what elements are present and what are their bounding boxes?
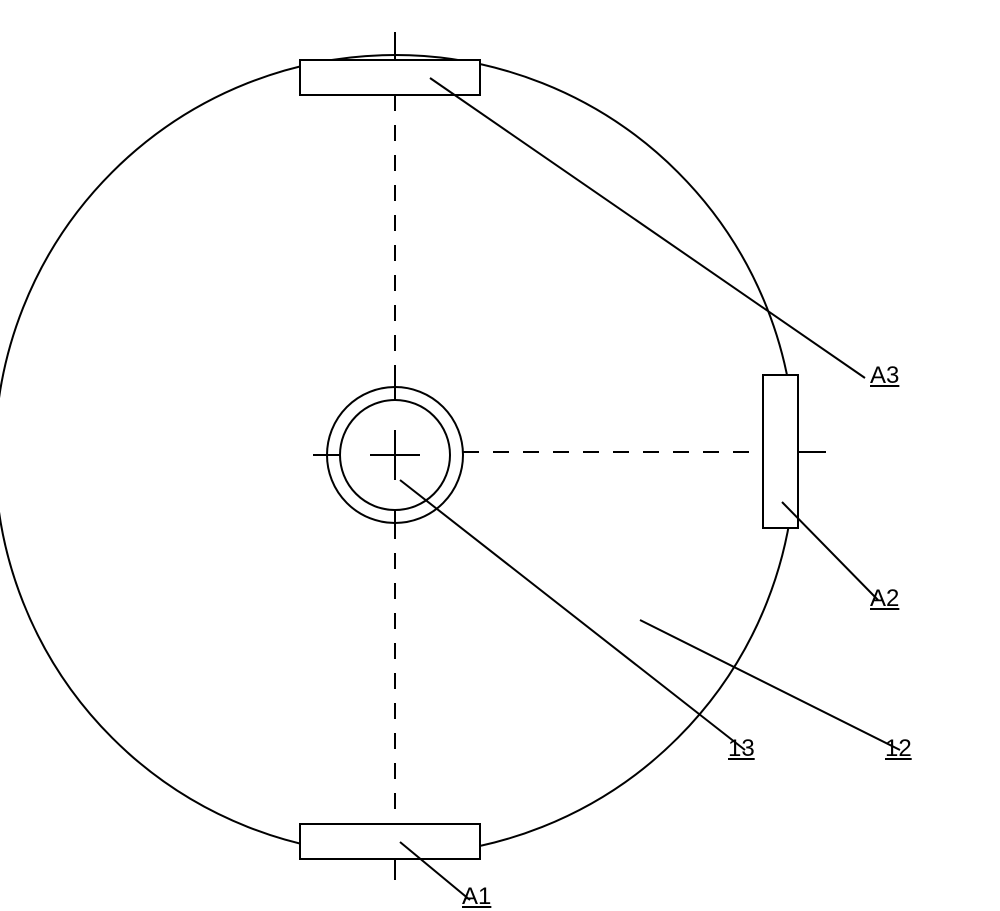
slot-a2 [763,375,798,528]
label-a2: A2 [870,585,899,613]
slot-a1 [300,824,480,859]
label-a3: A3 [870,362,899,390]
leader-12 [640,620,900,750]
label-12: 12 [885,735,912,763]
leader-a3 [430,78,865,378]
diagram-svg [0,0,1000,911]
slot-a3 [300,60,480,95]
label-13: 13 [728,735,755,763]
leader-13 [400,480,745,750]
leader-a2 [782,502,878,600]
label-a1: A1 [462,883,491,911]
